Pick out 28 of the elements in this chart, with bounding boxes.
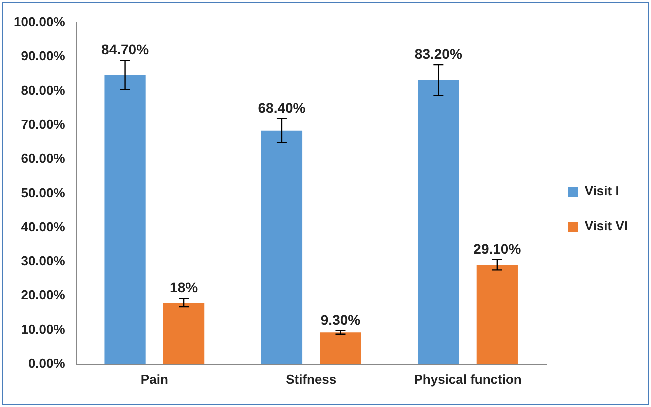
data-label: 68.40% bbox=[258, 100, 306, 116]
data-label: 18% bbox=[170, 280, 199, 296]
x-tick-label: Pain bbox=[140, 372, 168, 387]
data-label: 29.10% bbox=[474, 240, 522, 257]
y-tick-label: 70.00% bbox=[21, 117, 66, 132]
bar bbox=[261, 130, 303, 364]
data-label: 9.30% bbox=[320, 312, 362, 328]
y-tick-label: 90.00% bbox=[21, 48, 66, 64]
data-label: 84.70% bbox=[102, 41, 150, 58]
y-tick-label: 20.00% bbox=[21, 288, 66, 303]
y-tick-label: 30.00% bbox=[21, 254, 66, 269]
bar bbox=[476, 265, 518, 364]
data-label: 83.20% bbox=[414, 46, 463, 62]
y-tick-label: 60.00% bbox=[21, 151, 66, 166]
bar bbox=[163, 302, 205, 364]
y-tick-label: 100.00% bbox=[14, 14, 66, 30]
y-tick-label: 50.00% bbox=[21, 185, 66, 200]
x-tick-label: Stifness bbox=[286, 372, 337, 387]
y-tick-label: 0.00% bbox=[28, 356, 66, 371]
bar bbox=[418, 80, 460, 364]
x-tick-label: Physical function bbox=[414, 372, 522, 387]
bar bbox=[104, 75, 146, 364]
bar bbox=[320, 332, 362, 364]
legend-label: Visit VI bbox=[584, 218, 628, 234]
y-tick-label: 80.00% bbox=[21, 82, 66, 98]
y-tick-label: 40.00% bbox=[21, 219, 66, 234]
legend-label: Visit I bbox=[584, 184, 620, 199]
y-tick-label: 10.00% bbox=[21, 322, 66, 337]
